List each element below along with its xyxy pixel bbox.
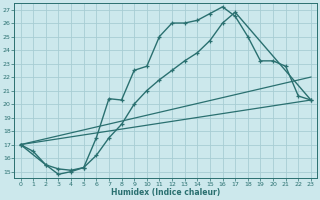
X-axis label: Humidex (Indice chaleur): Humidex (Indice chaleur) xyxy=(111,188,220,197)
